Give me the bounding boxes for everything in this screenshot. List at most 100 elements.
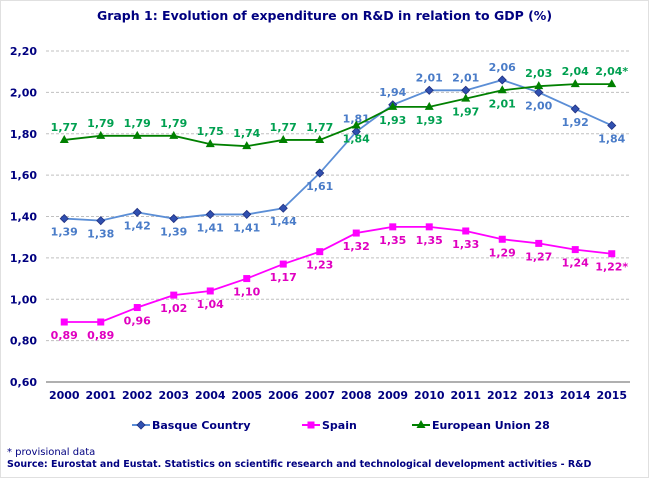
spain-point bbox=[498, 235, 506, 243]
legend-basque-country-marker bbox=[136, 420, 146, 430]
chart-title: Graph 1: Evolution of expenditure on R&D… bbox=[96, 8, 553, 23]
x-tick-label: 2003 bbox=[158, 389, 189, 402]
basque-country-point bbox=[607, 120, 617, 131]
european-union-28-point bbox=[424, 101, 434, 110]
european-union-28-data-label: 1,74 bbox=[233, 127, 260, 140]
spain-point bbox=[425, 223, 433, 231]
basque-country-point bbox=[169, 214, 179, 224]
legend-european-union-28-marker bbox=[416, 420, 426, 428]
spain-point bbox=[352, 229, 360, 237]
spain-data-label: 1,35 bbox=[379, 234, 406, 247]
spain-data-label: 1,33 bbox=[452, 238, 479, 251]
y-tick-label: 1,00 bbox=[10, 293, 37, 306]
european-union-28-data-label: 1,79 bbox=[124, 117, 151, 130]
european-union-28-data-label: 1,75 bbox=[197, 125, 224, 138]
european-union-28-point bbox=[534, 81, 544, 90]
basque-country-data-label: 1,84 bbox=[598, 132, 625, 145]
european-union-28-data-label: 1,79 bbox=[87, 117, 114, 130]
x-tick-label: 2002 bbox=[122, 389, 153, 402]
y-tick-label: 2,20 bbox=[10, 45, 37, 58]
x-tick-label: 2012 bbox=[487, 389, 518, 402]
footnote: * provisional data bbox=[7, 447, 96, 458]
european-union-28-point bbox=[570, 79, 580, 88]
basque-country-data-label: 1,39 bbox=[51, 226, 78, 239]
basque-country-data-label: 2,01 bbox=[416, 71, 443, 84]
spain-data-label: 1,27 bbox=[525, 250, 552, 263]
basque-country-point bbox=[570, 104, 580, 114]
legend-basque-country-label: Basque Country bbox=[152, 419, 251, 432]
european-union-28-data-label: 1,79 bbox=[160, 117, 187, 130]
basque-country-point bbox=[96, 216, 106, 226]
x-tick-label: 2010 bbox=[414, 389, 445, 402]
x-tick-label: 2015 bbox=[596, 389, 627, 402]
european-union-28-data-label: 2,01 bbox=[489, 97, 516, 110]
y-tick-label: 1,80 bbox=[10, 128, 37, 141]
x-tick-label: 2005 bbox=[231, 389, 262, 402]
european-union-28-point bbox=[169, 130, 179, 139]
european-union-28-point bbox=[132, 130, 142, 139]
european-union-28-data-label: 2,03 bbox=[525, 67, 552, 80]
european-union-28-line bbox=[64, 83, 612, 148]
spain-data-label: 1,10 bbox=[233, 286, 260, 299]
spain-data-label: 1,35 bbox=[416, 234, 443, 247]
european-union-28-point bbox=[242, 141, 252, 150]
spain-line bbox=[64, 225, 612, 323]
spain-point bbox=[571, 246, 579, 254]
basque-country-point bbox=[497, 75, 507, 85]
basque-country-data-label: 1,92 bbox=[562, 116, 589, 129]
spain-data-label: 1,17 bbox=[270, 271, 297, 284]
basque-country-point bbox=[132, 207, 142, 217]
basque-country-point bbox=[205, 209, 215, 219]
spain-data-label: 1,24 bbox=[562, 257, 589, 270]
basque-country-data-label: 2,00 bbox=[525, 99, 552, 112]
spain-data-label: 1,23 bbox=[306, 259, 333, 272]
european-union-28-data-label: 1,93 bbox=[379, 114, 406, 127]
basque-country-point bbox=[242, 209, 252, 219]
legend-european-union-28-label: European Union 28 bbox=[432, 419, 550, 432]
spain-data-label: 1,04 bbox=[197, 298, 224, 311]
x-tick-label: 2007 bbox=[304, 389, 335, 402]
basque-country-data-label: 1,94 bbox=[379, 86, 406, 99]
european-union-28-point bbox=[96, 130, 106, 139]
european-union-28-data-label: 1,97 bbox=[452, 106, 479, 119]
basque-country-data-label: 1,42 bbox=[124, 219, 151, 232]
spain-point bbox=[243, 275, 251, 283]
spain-point bbox=[279, 260, 287, 268]
x-tick-label: 2000 bbox=[49, 389, 80, 402]
x-tick-label: 2001 bbox=[85, 389, 116, 402]
basque-country-data-label: 1,39 bbox=[160, 226, 187, 239]
european-union-28-point bbox=[351, 120, 361, 129]
spain-point bbox=[133, 304, 141, 312]
basque-country-data-label: 2,01 bbox=[452, 71, 479, 84]
spain-data-label: 1,29 bbox=[489, 246, 516, 259]
y-tick-label: 2,00 bbox=[10, 86, 37, 99]
basque-country-point bbox=[424, 85, 434, 95]
spain-data-label: 1,22* bbox=[595, 261, 628, 274]
european-union-28-point bbox=[607, 79, 617, 88]
european-union-28-point bbox=[461, 93, 471, 102]
basque-country-data-label: 2,06 bbox=[489, 61, 516, 74]
spain-point bbox=[389, 223, 397, 231]
european-union-28-data-label: 1,77 bbox=[306, 121, 333, 134]
x-tick-label: 2014 bbox=[560, 389, 591, 402]
x-tick-label: 2009 bbox=[377, 389, 408, 402]
spain-data-label: 0,96 bbox=[124, 315, 151, 328]
european-union-28-data-label: 1,84 bbox=[343, 132, 370, 145]
spain-point bbox=[608, 250, 616, 258]
basque-country-point bbox=[315, 168, 325, 178]
legend-spain-label: Spain bbox=[322, 419, 357, 432]
spain-point bbox=[206, 287, 214, 295]
european-union-28-point bbox=[59, 134, 69, 143]
european-union-28-data-label: 2,04 bbox=[562, 65, 589, 78]
x-tick-label: 2013 bbox=[523, 389, 554, 402]
basque-country-data-label: 1,41 bbox=[197, 221, 224, 234]
spain-point bbox=[97, 318, 105, 326]
spain-point bbox=[316, 248, 324, 256]
spain-point bbox=[60, 318, 68, 326]
european-union-28-point bbox=[388, 101, 398, 110]
european-union-28-data-label: 1,77 bbox=[51, 121, 78, 134]
x-tick-label: 2004 bbox=[195, 389, 226, 402]
y-tick-label: 1,60 bbox=[10, 169, 37, 182]
